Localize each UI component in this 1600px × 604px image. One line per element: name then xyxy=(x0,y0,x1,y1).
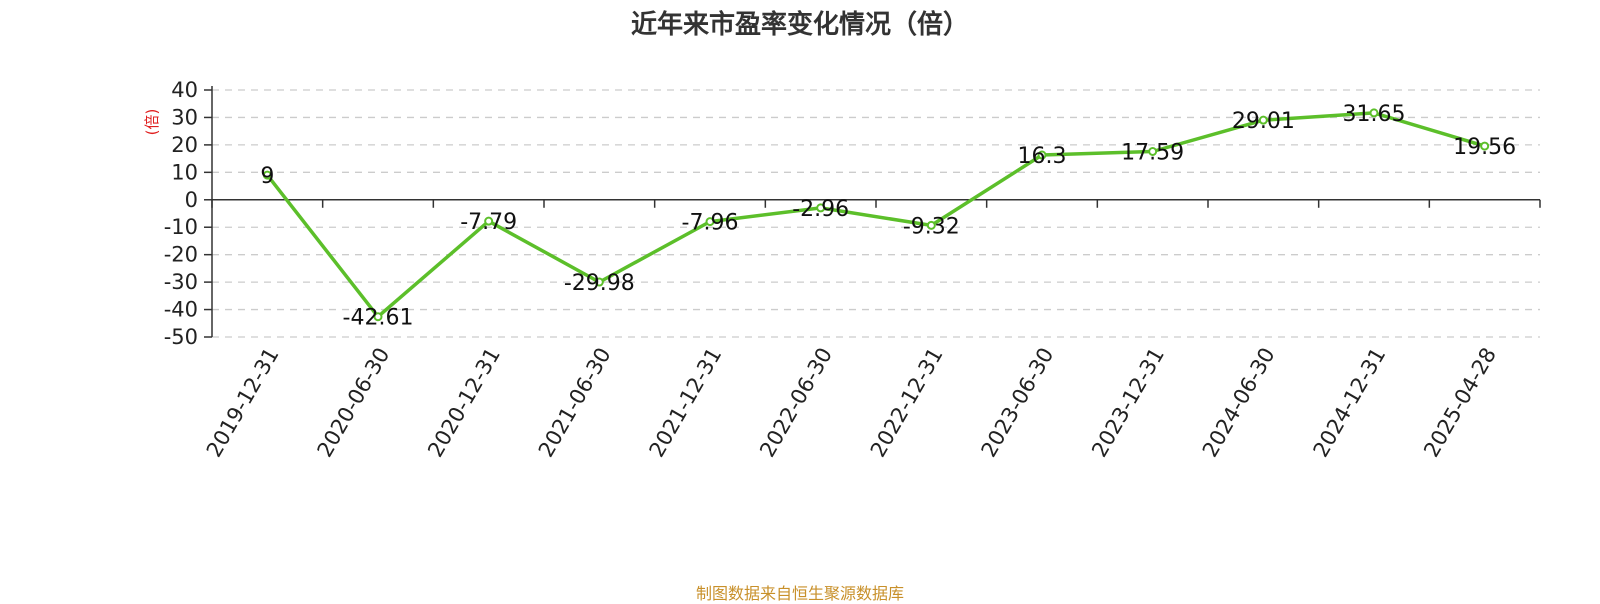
x-tick-labels: 2019-12-31 2020-06-30 2020-12-31 2021-06-30… xyxy=(202,343,1501,461)
y-axis-unit-label: (倍) xyxy=(143,109,161,136)
data-point xyxy=(816,203,826,213)
x-tick-label: 2023-06-30 xyxy=(977,344,1059,462)
y-tick-label: 20 xyxy=(171,133,198,157)
data-point xyxy=(484,216,494,226)
y-tick-label: 0 xyxy=(185,188,198,212)
x-tick-label: 2020-06-30 xyxy=(313,344,395,462)
data-label: 9 xyxy=(260,164,274,189)
data-point xyxy=(262,170,272,180)
data-label: 17.59 xyxy=(1121,141,1184,166)
data-label: 29.01 xyxy=(1232,109,1295,134)
data-label: -2.96 xyxy=(792,197,849,222)
data-point xyxy=(1258,115,1268,125)
y-tick-label: 10 xyxy=(171,160,198,184)
chart-title: 近年来市盈率变化情况（倍） xyxy=(630,10,969,40)
data-point xyxy=(594,277,604,287)
axes xyxy=(204,86,1541,338)
y-tick-labels: 40 30 20 10 0 -10 -20 -30 -40 -50 xyxy=(164,78,198,349)
data-label: 16.3 xyxy=(1018,144,1067,169)
y-tick-label: 30 xyxy=(171,105,198,129)
series-pe-ratio xyxy=(262,108,1490,322)
data-label: 31.65 xyxy=(1343,102,1406,127)
y-tick-label: -20 xyxy=(164,243,198,267)
data-point xyxy=(1037,150,1047,160)
y-tick-label: -40 xyxy=(164,298,198,322)
data-point xyxy=(1369,108,1379,118)
data-point xyxy=(1480,141,1490,151)
data-label: 19.56 xyxy=(1453,135,1516,160)
data-point xyxy=(373,312,383,322)
x-tick-label: 2021-06-30 xyxy=(534,344,616,462)
x-tick-label: 2022-06-30 xyxy=(755,344,837,462)
data-label: -7.96 xyxy=(682,211,739,236)
grid-lines xyxy=(212,89,1540,338)
data-point xyxy=(926,220,936,230)
y-tick-label: -10 xyxy=(164,215,198,239)
data-label: -7.79 xyxy=(460,210,517,235)
data-point xyxy=(705,217,715,227)
x-tick-label: 2019-12-31 xyxy=(202,344,284,462)
y-tick-label: -50 xyxy=(164,325,198,349)
series-line xyxy=(265,111,1486,319)
y-tick-label: -30 xyxy=(164,270,198,294)
data-label: -9.32 xyxy=(903,214,960,239)
x-tick-label: 2020-12-31 xyxy=(423,343,505,461)
x-tick-label: 2021-12-31 xyxy=(645,344,727,462)
data-point xyxy=(1148,147,1158,157)
x-tick-label: 2024-12-31 xyxy=(1309,344,1391,462)
data-label: -29.98 xyxy=(564,271,635,296)
y-tick-label: 40 xyxy=(171,78,198,102)
data-label: -42.61 xyxy=(343,306,414,331)
x-tick-label: 2024-06-30 xyxy=(1198,344,1280,462)
x-tick-label: 2022-12-31 xyxy=(866,343,948,461)
x-tick-label: 2025-04-28 xyxy=(1419,344,1501,462)
data-labels: 9 -42.61 -7.79 -29.98 -7.96 -2.96 -9.32 16.3 17.… xyxy=(260,102,1516,331)
x-tick-label: 2023-12-31 xyxy=(1087,344,1169,462)
data-source-footer: 制图数据来自恒生聚源数据库 xyxy=(695,584,904,603)
